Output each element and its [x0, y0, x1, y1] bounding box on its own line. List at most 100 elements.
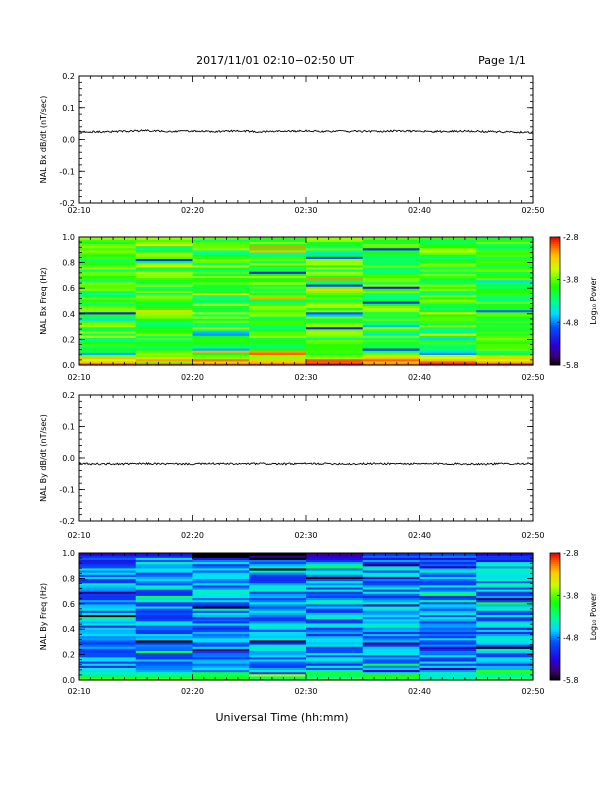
heatmap-cell — [79, 262, 137, 266]
data-series-line — [78, 129, 534, 134]
heatmap-cell — [362, 555, 421, 558]
colorbar-segment — [550, 347, 560, 351]
heatmap-cell — [419, 605, 477, 609]
x-tick-label: 02:10 — [67, 531, 90, 540]
heatmap-cell — [419, 624, 477, 628]
heatmap-cell — [306, 618, 364, 622]
heatmap-cell — [306, 258, 364, 262]
heatmap-cell — [135, 275, 194, 279]
heatmap-cell — [135, 333, 194, 336]
heatmap-cell — [306, 616, 364, 620]
heatmap-cell — [192, 347, 250, 351]
heatmap-cell — [306, 237, 364, 240]
heatmap-cell — [419, 311, 477, 315]
heatmap-cell — [79, 582, 137, 586]
heatmap-cell — [79, 557, 137, 560]
heatmap-cell — [79, 292, 137, 296]
heatmap-cell — [419, 333, 477, 336]
heatmap-cell — [306, 629, 364, 632]
heatmap-cell — [476, 644, 534, 647]
heatmap-cell — [476, 269, 534, 272]
heatmap-cell — [419, 578, 477, 582]
heatmap-cell — [362, 260, 421, 264]
heatmap-cell — [192, 658, 250, 662]
heatmap-cell — [306, 288, 364, 291]
heatmap-cell — [192, 652, 250, 656]
heatmap-cell — [192, 633, 250, 637]
y-tick-label: 0.2 — [62, 72, 75, 81]
heatmap-cell — [306, 322, 364, 326]
colorbar-segment — [550, 258, 560, 261]
heatmap-cell — [476, 279, 534, 283]
heatmap-cell — [192, 654, 250, 658]
colorbar-segment — [550, 269, 560, 272]
heatmap-cell — [135, 601, 194, 605]
heatmap-cell — [79, 610, 137, 613]
heatmap-cell — [135, 671, 194, 675]
heatmap-cell — [192, 283, 250, 287]
heatmap-cell — [79, 305, 137, 308]
heatmap-cell — [192, 582, 250, 586]
heatmap-cell — [192, 322, 250, 326]
heatmap-cell — [192, 328, 250, 332]
heatmap-cell — [476, 622, 534, 626]
heatmap-cell — [362, 322, 421, 326]
heatmap-cell — [476, 648, 534, 651]
heatmap-cell — [362, 305, 421, 308]
y-tick-label: 0.6 — [62, 284, 75, 293]
heatmap-cell — [79, 588, 137, 592]
heatmap-cell — [249, 296, 307, 300]
heatmap-cell — [79, 553, 137, 556]
heatmap-cell — [135, 595, 194, 599]
heatmap-cell — [419, 650, 477, 654]
heatmap-cell — [192, 352, 250, 355]
colorbar-segment — [550, 356, 560, 360]
heatmap-cell — [476, 559, 534, 563]
heatmap-cell — [362, 292, 421, 296]
heatmap-cell — [249, 669, 307, 673]
colorbar-segment — [550, 237, 560, 240]
heatmap-cell — [135, 612, 194, 615]
heatmap-cell — [419, 294, 477, 298]
heatmap-cell — [79, 333, 137, 336]
heatmap-cell — [362, 315, 421, 319]
heatmap-cell — [476, 635, 534, 639]
heatmap-cell — [249, 586, 307, 590]
heatmap-cell — [192, 339, 250, 343]
heatmap-cell — [192, 281, 250, 285]
heatmap-cell — [419, 296, 477, 300]
colorbar-segment — [550, 593, 560, 596]
colorbar-segment — [550, 326, 560, 330]
heatmap-cell — [306, 569, 364, 573]
heatmap-cell — [192, 290, 250, 294]
heatmap-cell — [306, 343, 364, 347]
heatmap-cell — [419, 677, 477, 681]
heatmap-cell — [79, 593, 137, 596]
heatmap-cell — [135, 557, 194, 560]
colorbar-tick-label: -4.8 — [563, 318, 579, 327]
heatmap-cell — [476, 593, 534, 596]
heatmap-cell — [79, 294, 137, 298]
heatmap-cell — [249, 605, 307, 609]
colorbar-segment — [550, 650, 560, 653]
heatmap-cell — [249, 356, 307, 360]
heatmap-cell — [419, 360, 477, 364]
heatmap-cell — [192, 648, 250, 651]
colorbar-segment — [550, 256, 560, 259]
heatmap-cell — [306, 320, 364, 323]
heatmap-cell — [135, 309, 194, 313]
heatmap-cell — [79, 315, 137, 319]
heatmap-cell — [306, 279, 364, 283]
y-tick-label: 0.2 — [62, 651, 75, 660]
heatmap-cell — [362, 301, 421, 304]
heatmap-cell — [362, 283, 421, 287]
heatmap-cell — [79, 296, 137, 300]
heatmap-cell — [249, 616, 307, 620]
colorbar-segment — [550, 298, 560, 302]
heatmap-cell — [362, 576, 421, 579]
heatmap-cell — [362, 593, 421, 596]
colorbar-segment — [550, 572, 560, 575]
heatmap-cell — [306, 635, 364, 639]
heatmap-cell — [306, 333, 364, 336]
